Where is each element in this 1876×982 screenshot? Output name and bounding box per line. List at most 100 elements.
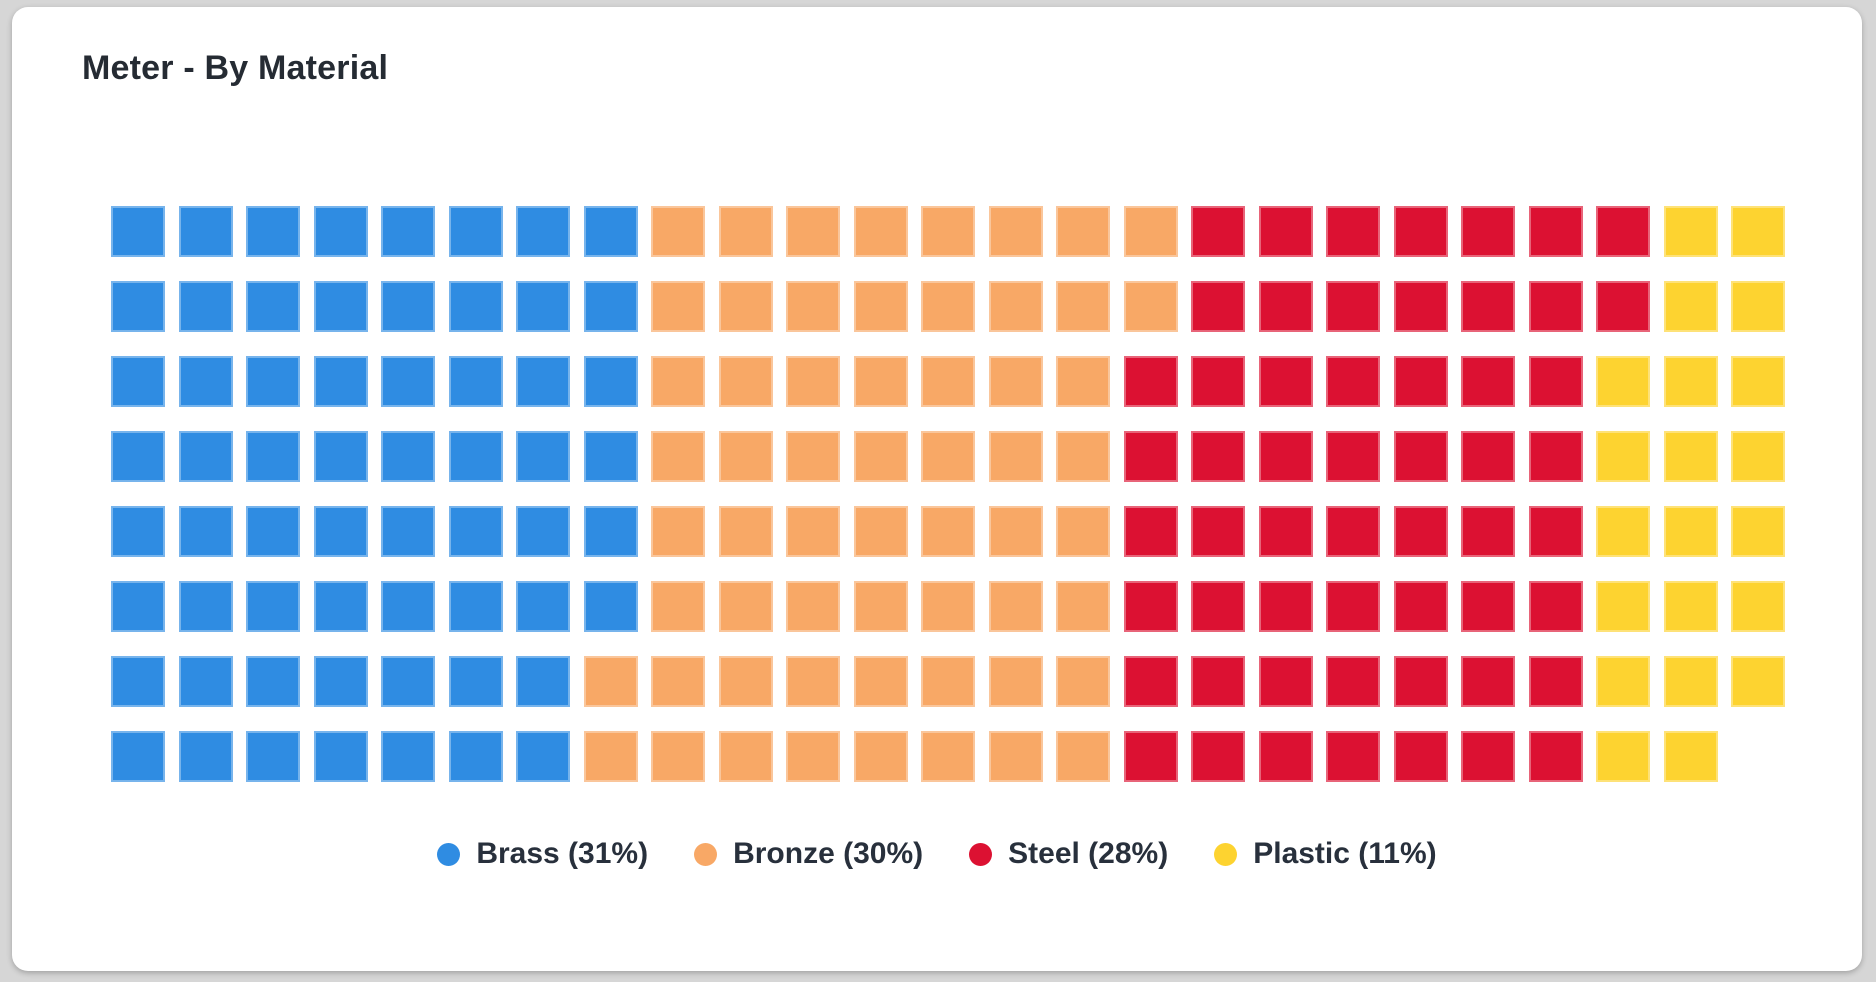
waffle-cell-steel[interactable] [1191, 206, 1245, 257]
waffle-cell-plastic[interactable] [1596, 581, 1650, 632]
waffle-cell-brass[interactable] [178, 506, 233, 557]
waffle-cell-steel[interactable] [1528, 731, 1583, 782]
waffle-cell-bronze[interactable] [853, 281, 908, 332]
waffle-cell-brass[interactable] [448, 431, 503, 482]
waffle-cell-bronze[interactable] [718, 506, 773, 557]
waffle-cell-steel[interactable] [1123, 656, 1178, 707]
waffle-cell-plastic[interactable] [1596, 506, 1650, 557]
waffle-cell-brass[interactable] [583, 356, 638, 407]
waffle-cell-steel[interactable] [1326, 431, 1380, 482]
waffle-cell-plastic[interactable] [1731, 206, 1785, 257]
waffle-cell-brass[interactable] [381, 431, 435, 482]
waffle-cell-bronze[interactable] [1056, 206, 1110, 257]
waffle-cell-plastic[interactable] [1663, 281, 1718, 332]
waffle-cell-bronze[interactable] [1056, 731, 1110, 782]
waffle-cell-brass[interactable] [381, 356, 435, 407]
waffle-cell-steel[interactable] [1123, 581, 1178, 632]
waffle-cell-brass[interactable] [246, 731, 300, 782]
waffle-cell-brass[interactable] [178, 431, 233, 482]
waffle-cell-brass[interactable] [111, 656, 165, 707]
waffle-cell-brass[interactable] [313, 506, 368, 557]
waffle-cell-steel[interactable] [1123, 356, 1178, 407]
waffle-cell-plastic[interactable] [1731, 356, 1785, 407]
waffle-cell-steel[interactable] [1326, 581, 1380, 632]
waffle-cell-bronze[interactable] [853, 431, 908, 482]
waffle-cell-steel[interactable] [1326, 206, 1380, 257]
waffle-cell-brass[interactable] [381, 506, 435, 557]
waffle-cell-brass[interactable] [178, 656, 233, 707]
waffle-cell-brass[interactable] [111, 581, 165, 632]
waffle-cell-brass[interactable] [246, 356, 300, 407]
waffle-cell-bronze[interactable] [988, 281, 1043, 332]
waffle-cell-steel[interactable] [1326, 356, 1380, 407]
waffle-cell-plastic[interactable] [1596, 431, 1650, 482]
waffle-cell-brass[interactable] [246, 281, 300, 332]
waffle-cell-bronze[interactable] [718, 731, 773, 782]
waffle-cell-brass[interactable] [448, 281, 503, 332]
waffle-cell-brass[interactable] [448, 731, 503, 782]
waffle-cell-brass[interactable] [448, 206, 503, 257]
waffle-cell-steel[interactable] [1258, 581, 1313, 632]
waffle-cell-steel[interactable] [1326, 731, 1380, 782]
waffle-cell-brass[interactable] [583, 431, 638, 482]
waffle-cell-bronze[interactable] [921, 506, 975, 557]
waffle-cell-bronze[interactable] [1056, 656, 1110, 707]
waffle-cell-brass[interactable] [246, 431, 300, 482]
waffle-cell-brass[interactable] [178, 206, 233, 257]
waffle-cell-plastic[interactable] [1731, 281, 1785, 332]
waffle-cell-bronze[interactable] [988, 581, 1043, 632]
waffle-cell-bronze[interactable] [718, 206, 773, 257]
waffle-cell-brass[interactable] [313, 431, 368, 482]
waffle-cell-brass[interactable] [111, 431, 165, 482]
waffle-cell-plastic[interactable] [1663, 356, 1718, 407]
waffle-cell-bronze[interactable] [921, 281, 975, 332]
waffle-cell-bronze[interactable] [1056, 281, 1110, 332]
waffle-cell-bronze[interactable] [718, 281, 773, 332]
waffle-cell-bronze[interactable] [1056, 581, 1110, 632]
waffle-cell-plastic[interactable] [1663, 656, 1718, 707]
waffle-cell-steel[interactable] [1461, 731, 1515, 782]
waffle-cell-steel[interactable] [1393, 656, 1448, 707]
waffle-cell-steel[interactable] [1191, 431, 1245, 482]
waffle-cell-brass[interactable] [516, 656, 570, 707]
waffle-cell-steel[interactable] [1258, 281, 1313, 332]
waffle-cell-plastic[interactable] [1731, 581, 1785, 632]
waffle-cell-steel[interactable] [1191, 731, 1245, 782]
waffle-cell-brass[interactable] [313, 581, 368, 632]
waffle-cell-steel[interactable] [1461, 431, 1515, 482]
waffle-cell-brass[interactable] [178, 356, 233, 407]
waffle-cell-steel[interactable] [1326, 281, 1380, 332]
waffle-cell-bronze[interactable] [988, 731, 1043, 782]
waffle-cell-steel[interactable] [1528, 656, 1583, 707]
waffle-cell-plastic[interactable] [1663, 731, 1718, 782]
waffle-cell-bronze[interactable] [988, 656, 1043, 707]
waffle-cell-steel[interactable] [1258, 506, 1313, 557]
waffle-cell-brass[interactable] [516, 206, 570, 257]
waffle-cell-bronze[interactable] [651, 356, 705, 407]
waffle-cell-brass[interactable] [381, 281, 435, 332]
waffle-cell-steel[interactable] [1393, 581, 1448, 632]
waffle-cell-brass[interactable] [178, 731, 233, 782]
waffle-cell-steel[interactable] [1191, 506, 1245, 557]
waffle-cell-bronze[interactable] [786, 581, 840, 632]
waffle-cell-bronze[interactable] [988, 506, 1043, 557]
waffle-cell-bronze[interactable] [853, 581, 908, 632]
waffle-cell-brass[interactable] [313, 656, 368, 707]
waffle-cell-bronze[interactable] [921, 206, 975, 257]
waffle-cell-steel[interactable] [1258, 356, 1313, 407]
waffle-cell-steel[interactable] [1123, 731, 1178, 782]
waffle-cell-bronze[interactable] [651, 731, 705, 782]
waffle-cell-bronze[interactable] [988, 356, 1043, 407]
waffle-cell-bronze[interactable] [853, 356, 908, 407]
waffle-cell-brass[interactable] [381, 581, 435, 632]
waffle-cell-steel[interactable] [1258, 431, 1313, 482]
waffle-cell-steel[interactable] [1393, 206, 1448, 257]
waffle-cell-bronze[interactable] [651, 656, 705, 707]
waffle-cell-steel[interactable] [1596, 206, 1650, 257]
waffle-cell-bronze[interactable] [786, 281, 840, 332]
waffle-cell-bronze[interactable] [853, 206, 908, 257]
waffle-cell-bronze[interactable] [853, 731, 908, 782]
waffle-cell-brass[interactable] [246, 206, 300, 257]
waffle-cell-brass[interactable] [313, 281, 368, 332]
waffle-cell-brass[interactable] [111, 356, 165, 407]
